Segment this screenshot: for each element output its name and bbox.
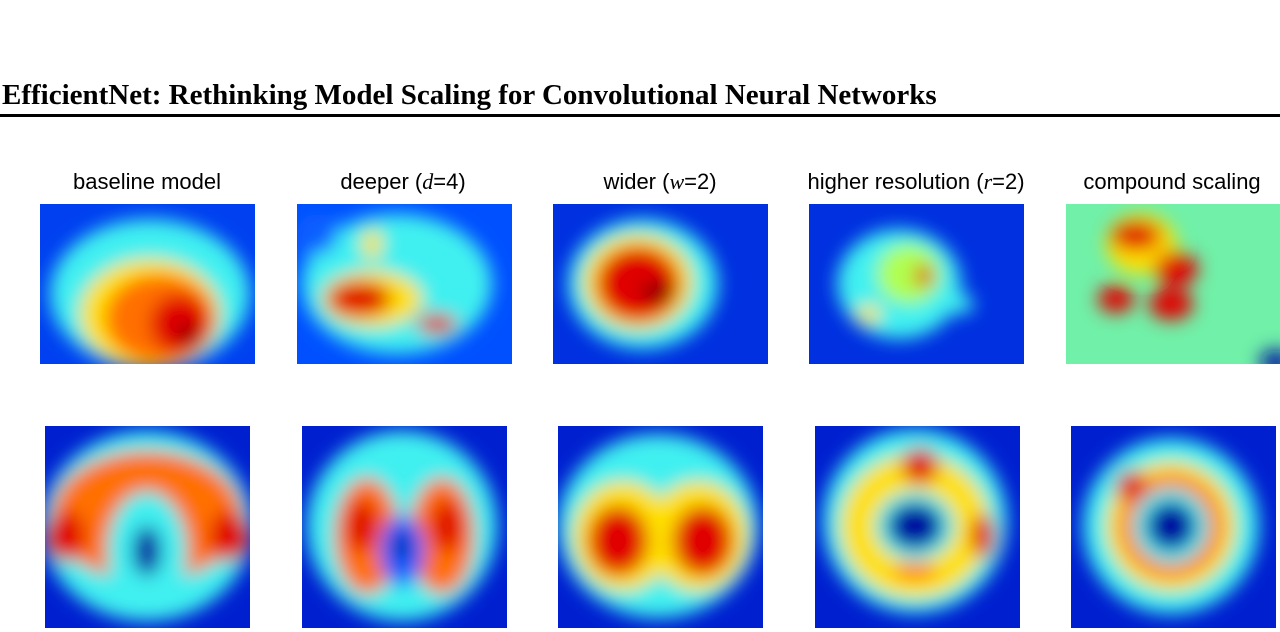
heat-region <box>588 506 648 576</box>
heat-region <box>1116 471 1146 501</box>
heat-region <box>915 265 933 287</box>
heatmap-blobs <box>558 434 758 618</box>
heat-region <box>1098 285 1134 313</box>
column-label: compound scaling <box>1083 169 1260 194</box>
heatmap-blobs <box>50 219 250 364</box>
heatmap <box>297 204 512 364</box>
heatmap-blobs <box>837 229 974 339</box>
heat-region <box>887 502 943 550</box>
heat-region <box>346 500 378 552</box>
label-text: wider ( <box>602 169 670 194</box>
heat-region <box>893 563 937 579</box>
heat-region <box>971 514 995 558</box>
column-label: higher resolution (r=2) <box>807 169 1024 194</box>
heat-region <box>362 229 382 259</box>
column-labels: baseline model deeper (d=4) wider (w=2) hig… <box>73 169 1261 194</box>
label-text: higher resolution ( <box>807 169 984 194</box>
heatmap <box>553 204 768 364</box>
paper-title: EfficientNet: Rethinking Model Scaling f… <box>2 79 937 111</box>
heat-region <box>297 214 337 254</box>
heat-region <box>1149 288 1193 320</box>
heat-region <box>178 324 198 344</box>
heat-region <box>642 282 674 302</box>
heatmap-blobs <box>45 431 250 621</box>
heat-region <box>150 294 210 354</box>
heat-region <box>394 532 410 560</box>
column-label: baseline model <box>73 169 221 194</box>
heatmap <box>815 426 1020 628</box>
heatmap-blobs <box>307 431 497 621</box>
label-variable: w <box>669 169 684 194</box>
heat-region <box>133 526 161 576</box>
label-text: =2) <box>684 169 716 194</box>
heatmap-blobs <box>823 429 1007 613</box>
heat-region <box>902 448 938 484</box>
heatmap-blobs <box>1098 214 1280 364</box>
label-variable: d <box>422 169 434 194</box>
heatmap <box>1066 204 1280 364</box>
label-text: baseline model <box>73 169 221 194</box>
column-label: deeper (d=4) <box>340 169 465 194</box>
heatmap <box>45 426 250 628</box>
heatmap <box>558 426 763 628</box>
heat-region <box>857 305 881 323</box>
label-text: deeper ( <box>340 169 423 194</box>
heatmap <box>302 426 507 628</box>
heatmap-blobs <box>568 219 718 349</box>
heatmap <box>809 204 1024 364</box>
heat-region <box>1154 252 1198 286</box>
heatmap-blobs <box>297 214 492 354</box>
heat-region <box>944 294 974 314</box>
heatmap <box>1071 426 1276 628</box>
title-rule <box>0 114 1280 117</box>
label-text: =4) <box>433 169 465 194</box>
label-text: =2) <box>992 169 1024 194</box>
heat-region <box>45 511 85 561</box>
heat-region <box>327 281 391 317</box>
label-text: compound scaling <box>1083 169 1260 194</box>
heat-region <box>877 244 941 304</box>
heat-region <box>1146 501 1196 551</box>
heat-region <box>431 500 463 552</box>
column-label: wider (w=2) <box>602 169 716 194</box>
heat-region <box>1260 350 1280 364</box>
heat-region <box>210 511 250 561</box>
heat-region <box>596 246 680 322</box>
label-variable: r <box>984 169 993 194</box>
heatmap <box>40 204 255 364</box>
heat-region <box>1111 221 1161 251</box>
heat-region <box>673 506 733 576</box>
heatmap-blobs <box>1083 438 1259 614</box>
heat-region <box>417 314 457 334</box>
heatmaps <box>40 204 1280 628</box>
